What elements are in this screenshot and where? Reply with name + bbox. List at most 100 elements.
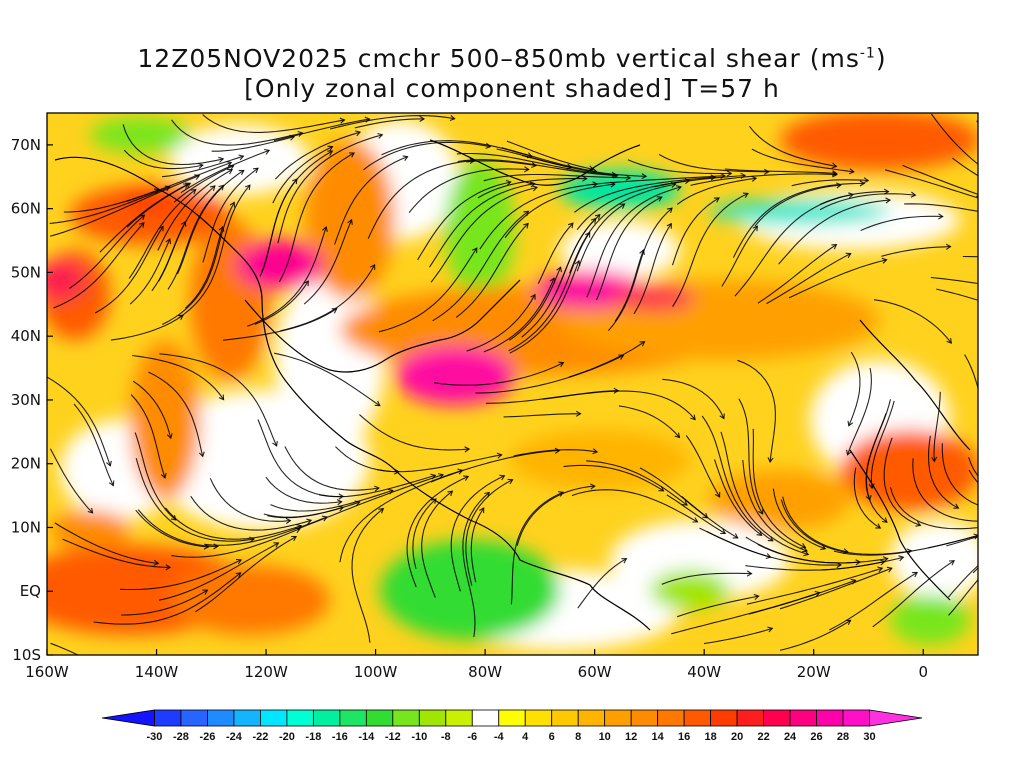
streamline-arrow [226,161,233,167]
streamline [185,226,224,309]
streamline-arrow [767,457,774,463]
streamline-arrow [850,578,857,585]
streamline [772,488,826,550]
colorbar-swatch [736,709,764,727]
streamline [930,113,978,165]
streamline-arrow [479,507,485,514]
lat-label: 60N [11,200,41,218]
streamline [618,405,680,438]
streamline [661,572,752,585]
streamline-arrow [197,162,204,169]
streamline-arrow [831,162,838,169]
streamline [586,186,682,298]
streamline [173,165,234,203]
colorbar-label: -14 [358,731,375,743]
streamline [936,288,978,301]
streamline [737,359,776,462]
streamline [569,183,676,274]
streamline-arrow [556,266,562,273]
streamline [377,454,502,473]
colorbar-swatch [154,709,182,727]
streamline [259,178,298,277]
streamline-arrow [690,414,696,421]
streamline [50,175,200,237]
streamline [933,391,941,462]
streamline [904,203,978,212]
streamline-arrow [306,518,313,525]
colorbar-swatch [763,709,791,727]
streamline [462,492,490,638]
colorbar-label: 26 [810,731,822,743]
streamline [947,564,978,598]
streamline-arrow [294,527,301,534]
streamline-arrow [567,222,574,229]
streamline-arrow [285,517,292,524]
streamline-arrow [292,178,298,185]
streamline [273,352,381,407]
streamline [734,193,854,297]
streamline-arrow [832,171,838,178]
colorbar-label: -8 [441,731,451,743]
streamline-arrow [264,148,271,155]
colorbar-label: -28 [173,731,189,743]
streamline-arrow [594,213,601,220]
streamline-arrow [297,130,304,137]
streamline-arrow [848,168,855,175]
lat-label: 10S [12,646,41,664]
streamline [724,168,837,175]
streamline [586,460,688,506]
streamline [465,479,513,586]
colorbar-swatch [789,709,817,727]
streamline [129,238,171,305]
colorbar-label: -10 [411,731,427,743]
latitude-labels: 70N 60N 50N 40N 30N 20N 10N EQ 10S [11,136,53,664]
map-title-line1: 12Z05NOV2025 cmchr 500–850mb vertical sh… [137,44,887,73]
lon-label: 80W [468,663,502,681]
streamline [121,589,208,616]
streamline-arrow [726,170,733,177]
colorbar-swatch [524,709,553,727]
streamline [873,299,952,344]
streamline-arrow [87,507,94,514]
streamline [466,294,536,352]
streamline-arrow [949,560,955,566]
lat-label: 50N [11,263,41,281]
streamline-arrow [177,314,184,321]
streamline [110,314,184,341]
colorbar-label: 12 [625,731,637,743]
streamline-arrow [165,564,172,571]
streamline [607,207,673,332]
streamline [848,351,861,426]
streamline-arrow [289,134,296,141]
streamline [93,572,241,625]
streamline [159,353,278,447]
streamline-arrow [249,536,256,543]
streamline-arrow [402,155,409,162]
streamline [571,489,698,523]
streamline [132,354,225,400]
streamline-arrow [800,542,807,549]
streamline [752,428,806,548]
streamline [746,567,883,605]
streamline [429,183,535,268]
streamline-arrow [447,490,454,497]
streamline-arrow [592,181,599,188]
streamline [270,489,394,512]
streamline [378,247,478,333]
streamline-arrow [198,451,205,458]
colorbar-swatch [286,709,314,727]
streamline-arrow [272,440,278,447]
streamline-arrow [912,571,919,578]
colorbar-swatch [365,709,394,727]
streamline-arrow [106,460,112,467]
streamline [367,160,475,239]
streamline [846,368,872,455]
streamline-arrow [886,566,893,573]
streamline-arrow [803,550,810,557]
streamline-arrow [213,543,219,550]
streamline-arrow [430,473,437,480]
streamline [211,136,295,152]
streamline [884,169,978,199]
streamline [277,134,383,244]
streamline [706,530,841,566]
